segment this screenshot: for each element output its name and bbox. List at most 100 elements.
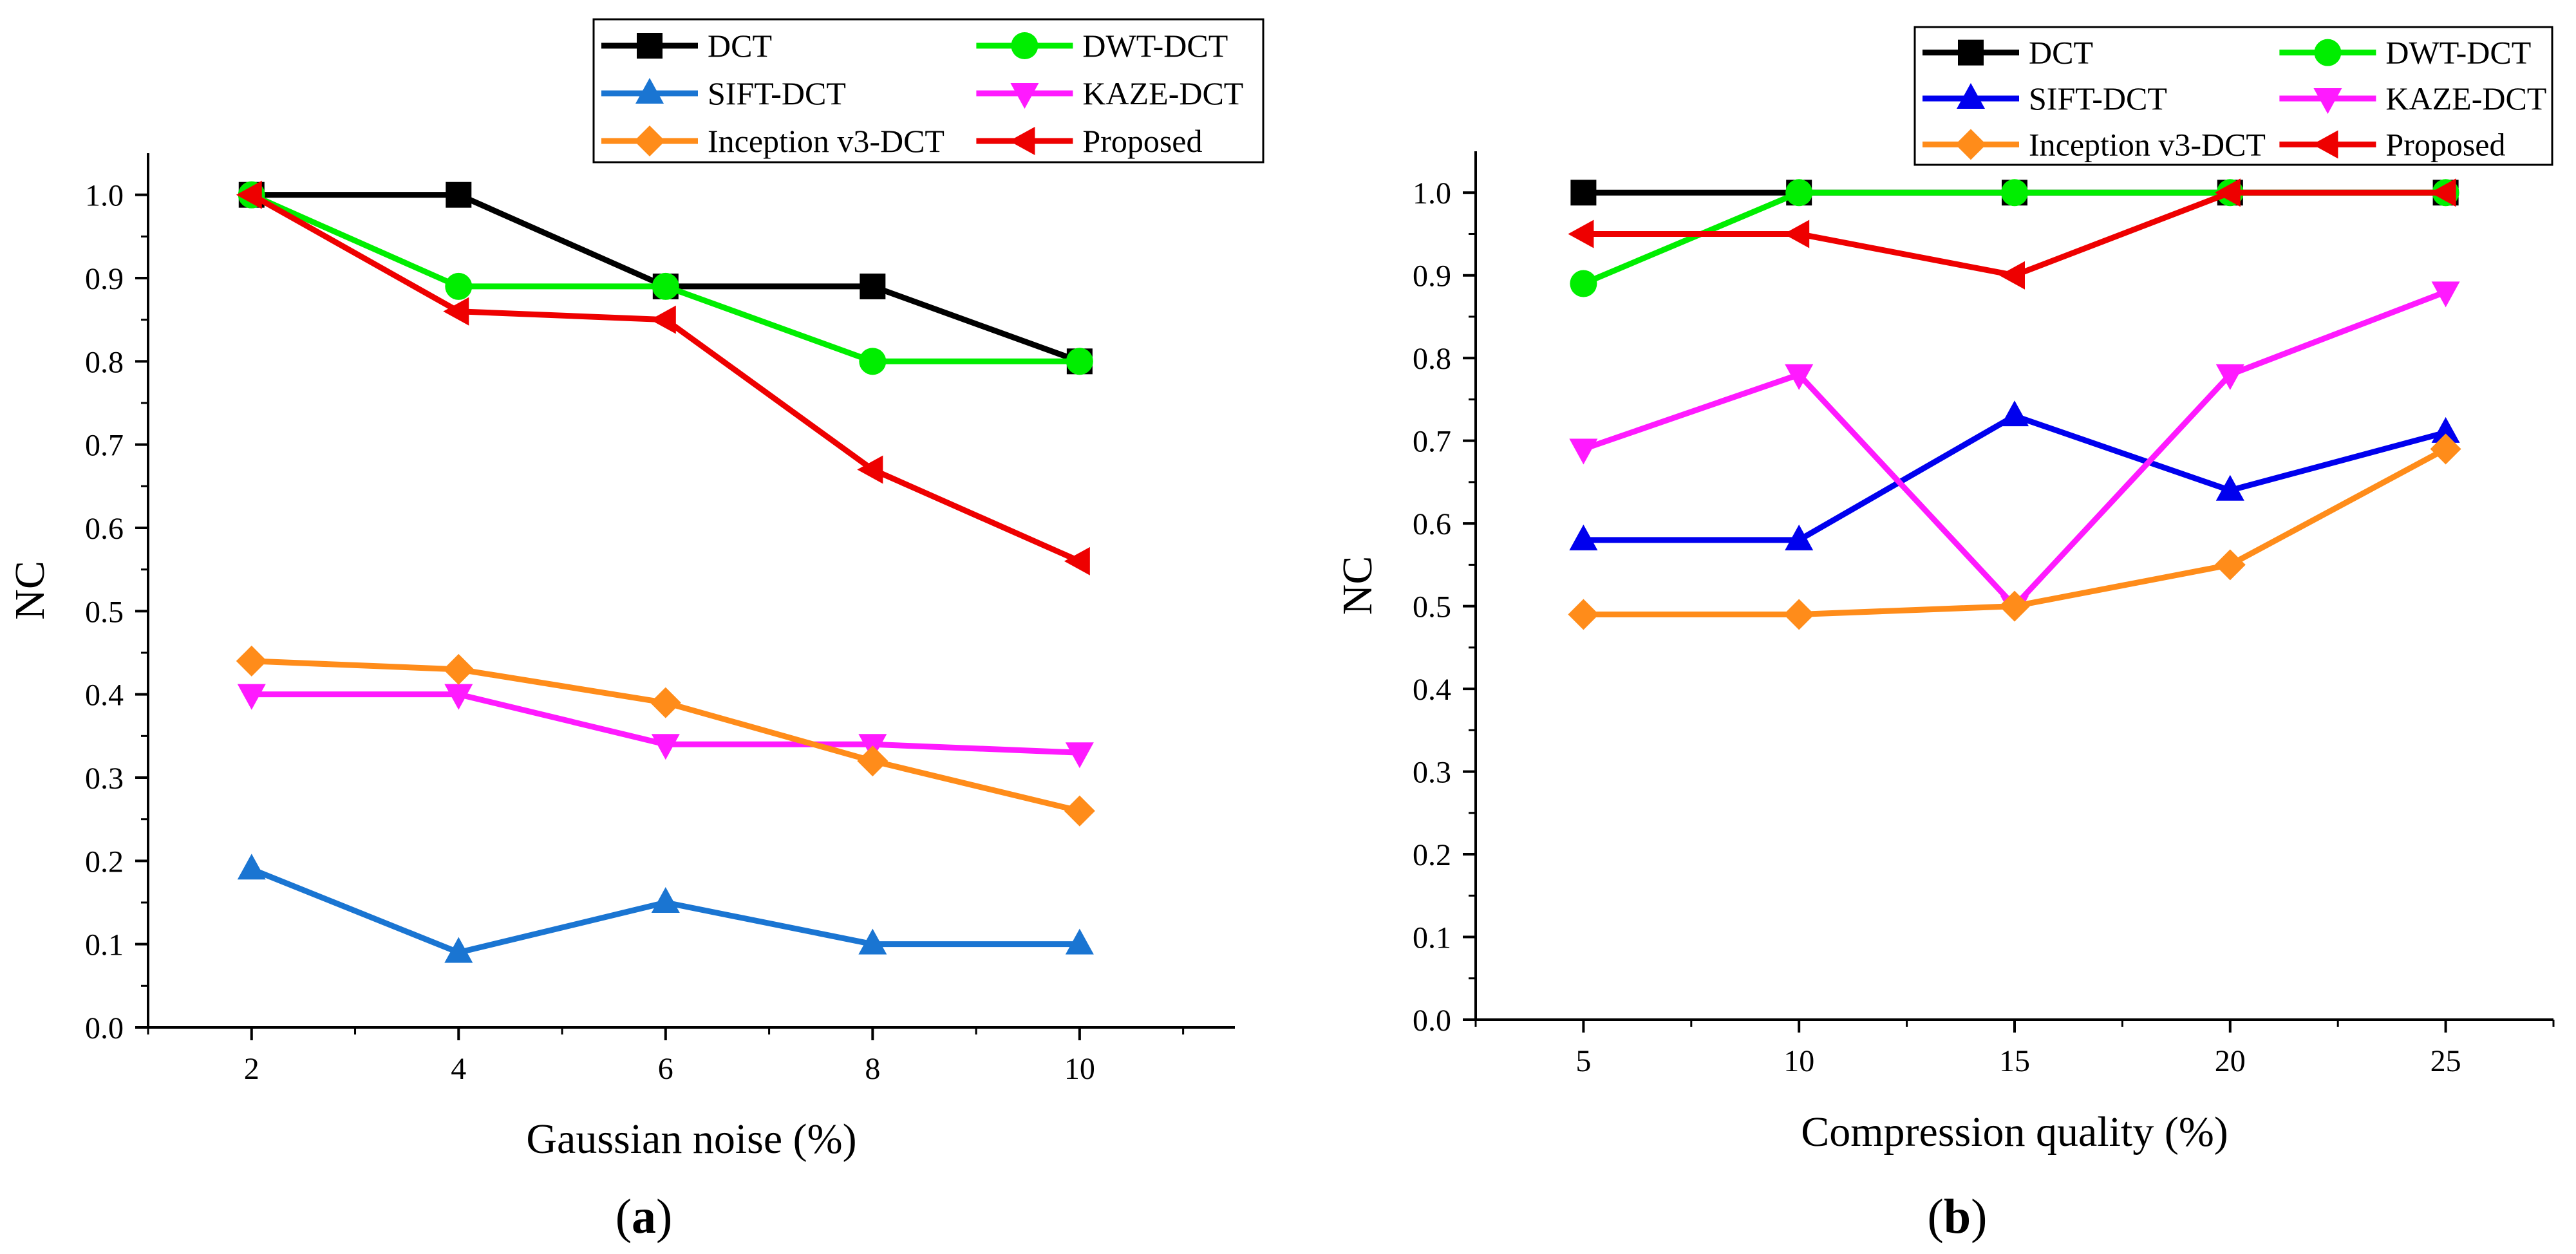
data-point [443,653,475,685]
legend-box [1913,26,2553,166]
legend-label: SIFT-DCT [708,75,846,111]
x-tick-label: 10 [1783,1044,1814,1078]
legend-label: Inception v3-DCT [708,123,945,159]
data-point [2431,416,2460,443]
data-point [445,272,473,300]
x-tick-label: 2 [244,1052,259,1086]
data-point [2001,179,2028,207]
x-tick-label: 6 [658,1052,673,1086]
data-point [2430,178,2456,207]
data-point [1568,599,1599,630]
data-point [1064,795,1095,827]
y-tick-label: 0.3 [85,762,124,796]
data-point [1568,220,1594,248]
series-proposed [1568,178,2456,290]
y-tick-label: 0.1 [85,928,124,962]
legend-entry: SIFT-DCT [601,75,846,111]
data-point [2431,281,2460,308]
series-inception-v3-dct [1568,433,2461,630]
x-tick-label: 25 [2430,1044,2461,1078]
series-inception-v3-dct [236,645,1095,827]
y-tick-label: 0.5 [85,595,124,629]
legend-label: Proposed [2385,126,2505,162]
legend-swatch-marker [1009,127,1035,155]
legend-swatch-marker [1957,83,1985,109]
y-tick-label: 0.7 [85,429,124,463]
legend-entry: Inception v3-DCT [1923,126,2266,162]
y-tick-label: 0.0 [1413,1004,1451,1038]
legend-swatch-marker [637,33,663,59]
x-tick-label: 20 [2215,1044,2246,1078]
data-point [652,272,679,300]
legend-entry: DCT [1923,35,2093,71]
data-point [1785,364,1814,390]
y-tick-label: 0.6 [1413,507,1451,541]
y-tick-label: 1.0 [1413,176,1451,211]
legend-swatch-marker [1011,32,1039,59]
data-point [237,684,266,710]
data-point [444,937,473,963]
legend-entry: Proposed [976,123,1203,159]
data-point [650,305,676,334]
data-point [1783,599,1815,630]
data-point [1570,270,1597,297]
x-tick-label: 4 [451,1052,466,1086]
legend-swatch-marker [2313,88,2342,114]
legend-entry: DWT-DCT [2279,35,2531,71]
series-sift-dct [237,854,1094,963]
legend-entry: Inception v3-DCT [601,123,945,159]
data-point [1783,220,1810,248]
panel-b-label: (b) [1928,1190,1988,1244]
y-tick-label: 0.4 [1413,673,1451,707]
x-axis-title: Gaussian noise (%) [526,1116,856,1163]
data-point [1999,261,2025,290]
y-tick-label: 0.1 [1413,921,1451,955]
series-sift-dct [1569,400,2460,550]
legend-entry: DWT-DCT [976,28,1228,64]
legend-swatch-marker [634,126,665,156]
data-point [2215,474,2244,501]
panel-a: 0.0 0.1 0.2 0.3 0.4 0.5 0.6 0.7 0.8 0.9 1.0 2 4 6 8 10 G… [6,18,1264,1163]
y-tick-label: 0.7 [1413,425,1451,459]
data-point [651,734,680,760]
data-point [1569,524,1598,550]
data-point [1569,438,1598,465]
data-point [1066,348,1093,375]
legend-swatch-marker [2314,39,2342,66]
data-point [1999,590,2030,622]
legend-box [592,18,1264,164]
y-tick-label: 0.9 [1413,259,1451,294]
data-point [1785,524,1814,550]
x-axis-title: Compression quality (%) [1801,1109,2228,1156]
data-point [2430,433,2461,465]
legend-swatch-marker [1955,129,1986,160]
data-point [857,455,883,484]
y-tick-label: 0.8 [1413,342,1451,376]
data-point [1065,742,1094,769]
legend-label: DCT [2029,35,2093,71]
panel-b: 0.0 0.1 0.2 0.3 0.4 0.5 0.6 0.7 0.8 0.9 1.0 5 10 15 20… [1334,26,2555,1156]
legend-label: KAZE-DCT [1082,75,1243,111]
data-point [1064,547,1090,576]
legend: DCT DWT-DCT SIFT-DCT KAZE-DCT Inception v3-D… [1913,26,2553,166]
data-point [2214,178,2241,207]
legend: DCT DWT-DCT SIFT-DCT KAZE-DCT Inception v3-D… [592,18,1264,164]
data-point [443,297,469,326]
y-tick-label: 0.4 [85,678,124,713]
legend-label: DCT [708,28,772,64]
series-dwt-dct [238,181,1093,375]
legend-label: DWT-DCT [1082,28,1228,64]
legend-entry: KAZE-DCT [2279,80,2546,117]
data-point [1785,179,1813,207]
series-proposed [236,180,1090,576]
data-point [857,745,888,777]
legend-label: Proposed [1082,123,1202,159]
y-tick-label: 0.3 [1413,756,1451,790]
legend-label: Inception v3-DCT [2029,126,2266,162]
data-point [446,182,472,208]
data-point [237,854,266,880]
legend-swatch-marker [1010,83,1039,109]
y-tick-label: 0.2 [85,845,124,879]
